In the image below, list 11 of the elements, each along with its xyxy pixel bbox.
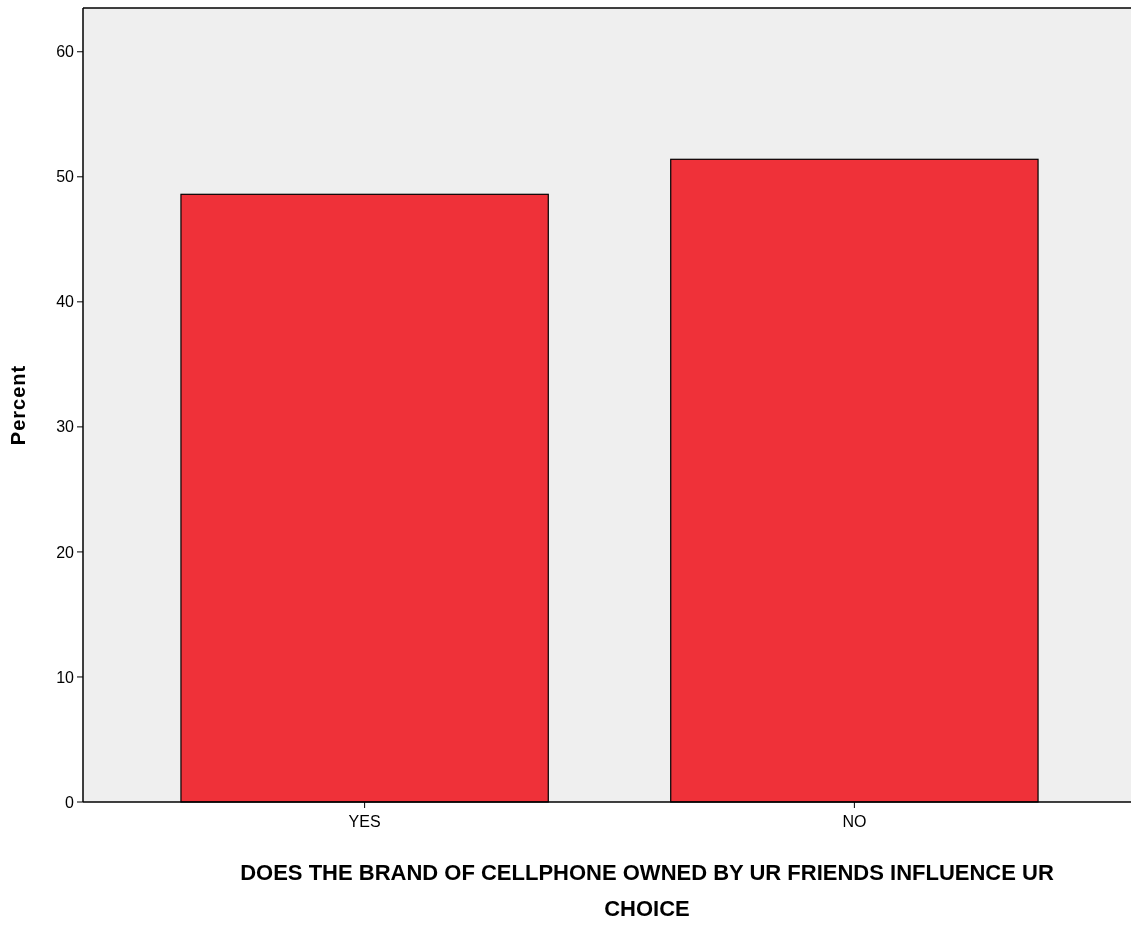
x-axis-title: DOES THE BRAND OF CELLPHONE OWNED BY UR FRIENDS INFLUENCE UR CHOICE [240,860,1054,921]
y-tick-label: 60 [56,43,75,61]
y-tick-label: 30 [56,418,75,436]
x-tick-label: YES [348,813,381,830]
y-tick-label: 40 [56,293,75,311]
x-tick-label: NO [842,813,867,830]
y-tick-label: 20 [56,543,75,561]
y-tick-label: 0 [65,793,75,811]
y-axis-title: Percent [7,364,29,446]
y-tick-label: 10 [56,668,75,686]
y-tick-label: 50 [56,168,75,186]
